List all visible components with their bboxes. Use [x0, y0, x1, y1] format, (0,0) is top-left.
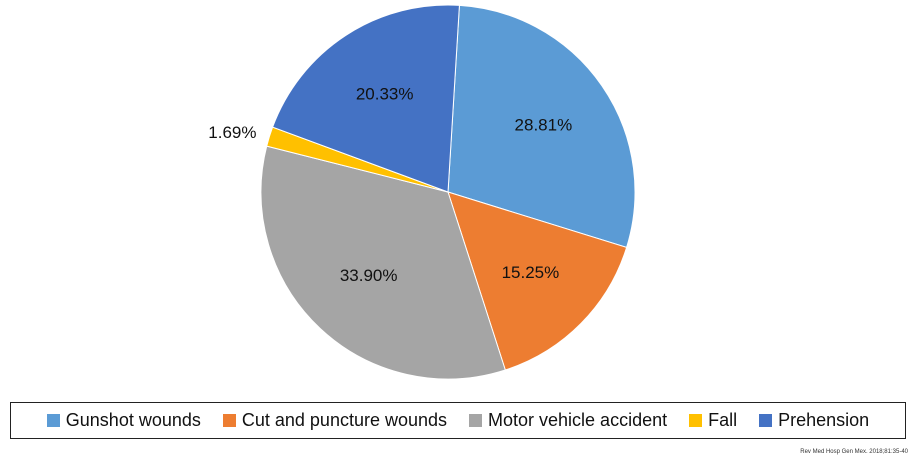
legend: Gunshot wounds Cut and puncture wounds Mot… [10, 402, 906, 439]
legend-item: Gunshot wounds [46, 410, 201, 431]
pie-slice [271, 4, 460, 193]
source-note: Rev Med Hosp Gen Mex. 2018;81:35-40 [800, 449, 908, 455]
legend-swatch [759, 414, 773, 427]
chart: 28.81% 15.25% 33.90% 1.69% 20.33% [208, 4, 636, 380]
legend-item: Cut and puncture wounds [222, 410, 448, 431]
data-label: 20.33% [356, 84, 414, 103]
legend-swatch [689, 414, 703, 427]
legend-item: Fall [689, 410, 737, 431]
data-label: 33.90% [340, 266, 398, 285]
legend-swatch [46, 414, 60, 427]
pie-slice [260, 145, 506, 380]
legend-item: Motor vehicle accident [469, 410, 667, 431]
legend-label: Prehension [778, 410, 870, 430]
data-label: 15.25% [502, 263, 560, 282]
legend-label: Motor vehicle accident [488, 410, 668, 430]
legend-label: Cut and puncture wounds [241, 410, 448, 430]
pie-slice [447, 191, 628, 371]
legend-label: Fall [708, 410, 738, 430]
data-label: 28.81% [515, 116, 573, 135]
legend-swatch [469, 414, 483, 427]
legend-swatch [222, 414, 236, 427]
pie-slice [447, 4, 636, 249]
legend-label: Gunshot wounds [65, 410, 201, 430]
legend-item: Prehension [759, 410, 869, 431]
data-label: 1.69% [208, 123, 256, 142]
